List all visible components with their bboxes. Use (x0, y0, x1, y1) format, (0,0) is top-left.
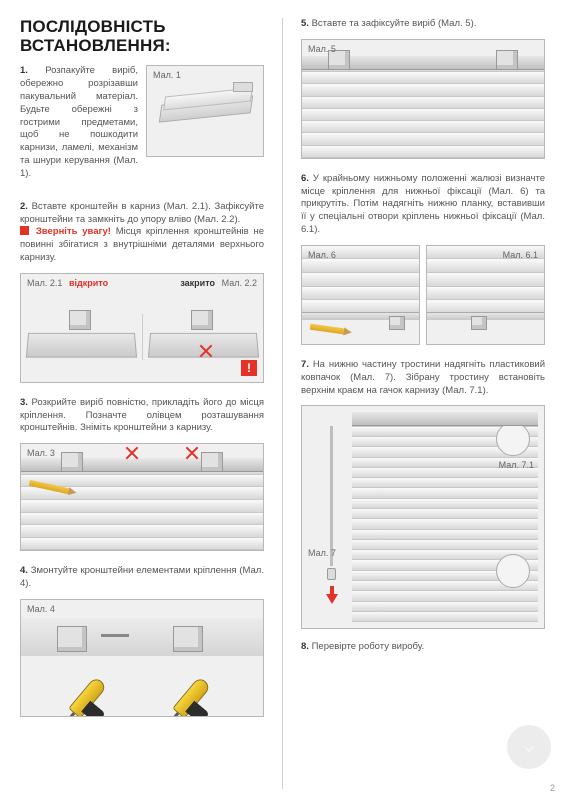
step-8-body: Перевірте роботу виробу. (312, 641, 425, 652)
x-mark-icon (199, 344, 213, 358)
figure-6-label: Мал. 6 (308, 250, 336, 260)
x-mark-icon (125, 446, 139, 460)
left-column: ПОСЛІДОВНІСТЬ ВСТАНОВЛЕННЯ: 1. Розпакуйт… (20, 18, 264, 789)
figure-7-label: Мал. 7 (308, 548, 336, 558)
step-1-num: 1. (20, 65, 28, 76)
column-divider (282, 18, 283, 789)
right-column: 5. Вставте та зафіксуйте виріб (Мал. 5).… (301, 18, 545, 789)
step-4-num: 4. (20, 565, 28, 576)
step-5-num: 5. (301, 18, 309, 29)
figure-1: Мал. 1 (146, 65, 264, 157)
step-2-warn-bold: Зверніть увагу! (36, 226, 111, 237)
figure-3-label: Мал. 3 (27, 448, 55, 458)
step-5-text: 5. Вставте та зафіксуйте виріб (Мал. 5). (301, 18, 545, 31)
step-1-body: Розпакуйте виріб, обережно розрізавши па… (20, 65, 138, 179)
step-4-text: 4. Змонтуйте кронштейни елементами кріпл… (20, 565, 264, 591)
figure-2-2-label: Мал. 2.2 (222, 278, 257, 288)
figure-6-1: Мал. 6.1 (426, 245, 545, 345)
step-2-body: Вставте кронштейн в карниз (Мал. 2.1). З… (20, 201, 264, 225)
step-6-body: У крайньому нижньому положенні жалюзі ви… (301, 173, 545, 235)
open-label: відкрито (69, 278, 108, 288)
figure-7-1-label: Мал. 7.1 (499, 460, 534, 470)
x-mark-icon (185, 446, 199, 460)
step-3-num: 3. (20, 397, 28, 408)
step-3-text: 3. Розкрийте виріб повністю, прикладіть … (20, 397, 264, 435)
step-7-text: 7. На нижню частину тростини надягніть п… (301, 359, 545, 397)
pencil-icon (310, 324, 345, 335)
figure-1-label: Мал. 1 (153, 70, 181, 80)
step-4-body: Змонтуйте кронштейни елементами кріпленн… (20, 565, 264, 589)
drill-icon (172, 662, 234, 717)
figure-3: Мал. 3 (20, 443, 264, 551)
step-6-num: 6. (301, 173, 309, 184)
figure-6-1-label: Мал. 6.1 (503, 250, 538, 260)
figure-6-row: Мал. 6 Мал. 6.1 (301, 245, 545, 345)
step-5-body: Вставте та зафіксуйте виріб (Мал. 5). (312, 18, 477, 29)
figure-5: Мал. 5 (301, 39, 545, 159)
drill-icon (68, 662, 130, 717)
step-8-text: 8. Перевірте роботу виробу. (301, 641, 545, 654)
wand-cap-icon (327, 568, 336, 580)
figure-7: Мал. 7.1 Мал. 7 (301, 405, 545, 629)
step-8-num: 8. (301, 641, 309, 652)
page-number: 2 (550, 783, 555, 793)
step-1-text: 1. Розпакуйте виріб, обережно розрізавши… (20, 65, 138, 180)
watermark-icon (507, 725, 551, 769)
step-1: 1. Розпакуйте виріб, обережно розрізавши… (20, 65, 264, 188)
step-2-text: 2. Вставте кронштейн в карниз (Мал. 2.1)… (20, 201, 264, 265)
warning-badge-icon: ! (241, 360, 257, 376)
figure-6: Мал. 6 (301, 245, 420, 345)
step-7-body: На нижню частину тростини надягніть плас… (301, 359, 545, 396)
step-2-num: 2. (20, 201, 28, 212)
arrow-down-icon (326, 594, 338, 604)
warning-icon (20, 226, 29, 235)
figure-5-label: Мал. 5 (308, 44, 336, 54)
figure-2-1-label: Мал. 2.1 (27, 278, 62, 288)
step-3-body: Розкрийте виріб повністю, прикладіть йог… (20, 397, 264, 434)
figure-4: Мал. 4 (20, 599, 264, 717)
page-title: ПОСЛІДОВНІСТЬ ВСТАНОВЛЕННЯ: (20, 18, 264, 55)
wand-icon (330, 426, 333, 566)
figure-2: Мал. 2.1 відкрито закрито Мал. 2.2 ! (20, 273, 264, 383)
step-6-text: 6. У крайньому нижньому положенні жалюзі… (301, 173, 545, 237)
step-7-num: 7. (301, 359, 309, 370)
closed-label: закрито (180, 278, 215, 288)
figure-4-label: Мал. 4 (27, 604, 55, 614)
